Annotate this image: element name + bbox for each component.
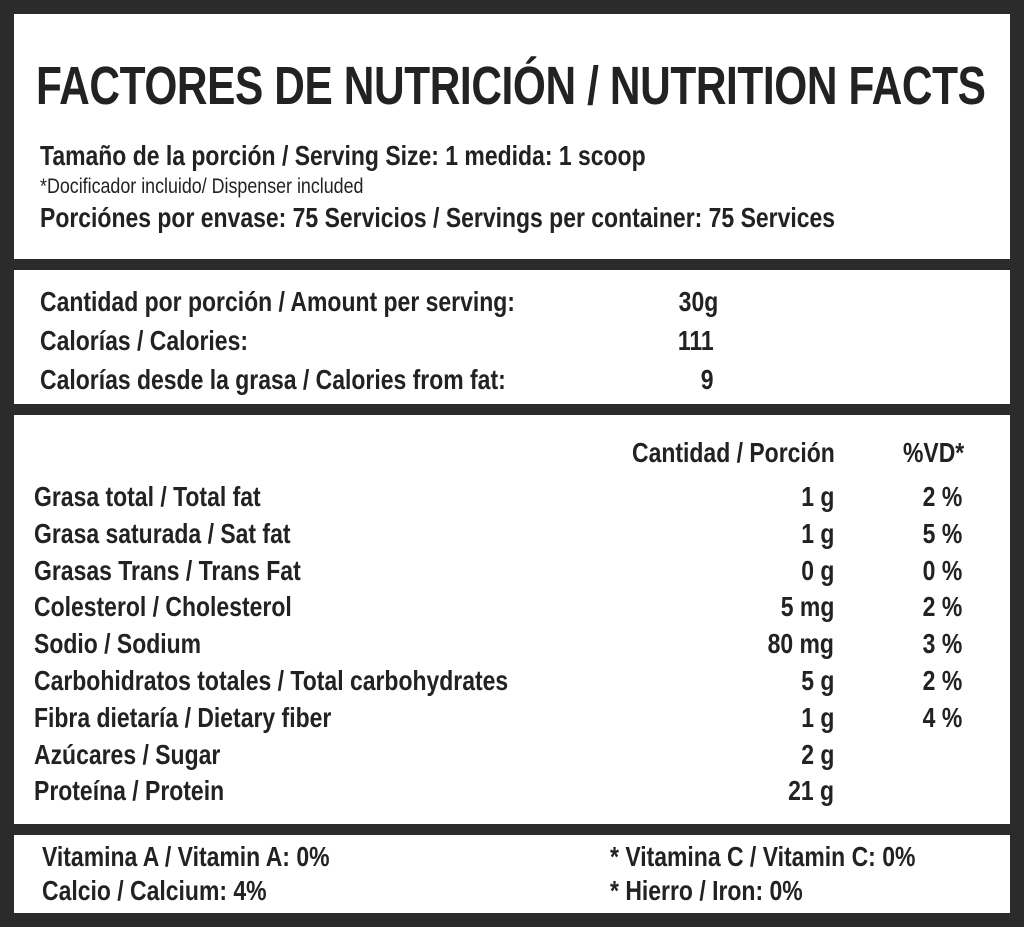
nutrient-daily-value: 3 % [922, 628, 962, 659]
vitamin-a: Vitamina A / Vitamin A: 0% [42, 841, 330, 872]
nutrition-header-panel: FACTORES DE NUTRICIÓN / NUTRITION FACTS … [14, 14, 1010, 259]
nutrient-daily-value: 0 % [922, 555, 962, 586]
vitamins-panel: Vitamina A / Vitamin A: 0% Calcio / Calc… [14, 835, 1010, 913]
iron: * Hierro / Iron: 0% [610, 875, 803, 906]
nutrient-label: Proteína / Protein [34, 775, 225, 806]
nutrient-quantity: 1 g [800, 481, 834, 512]
dispenser-note: *Docificador incluido/ Dispenser include… [40, 175, 364, 198]
nutrient-label: Grasa total / Total fat [34, 481, 261, 512]
nutrient-quantity: 0 g [800, 555, 834, 586]
serving-size: Tamaño de la porción / Serving Size: 1 m… [40, 140, 646, 171]
calories-label: Calorías / Calories: [40, 325, 248, 356]
column-header-daily-value: %VD* [903, 437, 965, 468]
nutrient-daily-value: 4 % [922, 702, 962, 733]
calories-from-fat-value: 9 [701, 364, 714, 395]
nutrient-label: Carbohidratos totales / Total carbohydra… [34, 665, 509, 696]
nutrient-label: Fibra dietaría / Dietary fiber [34, 702, 332, 733]
nutrient-label: Azúcares / Sugar [34, 739, 221, 770]
nutrient-daily-value: 2 % [922, 665, 962, 696]
nutrient-quantity: 1 g [800, 702, 834, 733]
calories-value: 111 [678, 325, 714, 356]
nutrient-quantity: 80 mg [767, 628, 834, 659]
nutrient-daily-value: 5 % [922, 518, 962, 549]
nutrient-quantity: 5 mg [780, 591, 834, 622]
nutrient-quantity: 2 g [800, 739, 834, 770]
column-header-quantity: Cantidad / Porción [632, 437, 835, 468]
nutrient-quantity: 5 g [800, 665, 834, 696]
calcium: Calcio / Calcium: 4% [42, 875, 267, 906]
page-title: FACTORES DE NUTRICIÓN / NUTRITION FACTS [36, 56, 986, 116]
nutrient-daily-value: 2 % [922, 591, 962, 622]
nutrient-quantity: 1 g [800, 518, 834, 549]
amount-per-serving-value: 30g [678, 286, 718, 317]
nutrient-daily-value: 2 % [922, 481, 962, 512]
nutrient-label: Sodio / Sodium [34, 628, 202, 659]
amount-panel: Cantidad por porción / Amount per servin… [14, 270, 1010, 404]
nutrient-table-panel: Cantidad / Porción %VD* Grasa total / To… [14, 415, 1010, 824]
nutrient-label: Grasas Trans / Trans Fat [34, 555, 301, 586]
nutrient-quantity: 21 g [788, 775, 834, 806]
servings-per-container: Porciónes por envase: 75 Servicios / Ser… [40, 202, 836, 233]
calories-from-fat-label: Calorías desde la grasa / Calories from … [40, 364, 506, 395]
amount-per-serving-label: Cantidad por porción / Amount per servin… [40, 286, 515, 317]
nutrient-label: Colesterol / Cholesterol [34, 591, 292, 622]
nutrient-label: Grasa saturada / Sat fat [34, 518, 291, 549]
vitamin-c: * Vitamina C / Vitamin C: 0% [610, 841, 916, 872]
